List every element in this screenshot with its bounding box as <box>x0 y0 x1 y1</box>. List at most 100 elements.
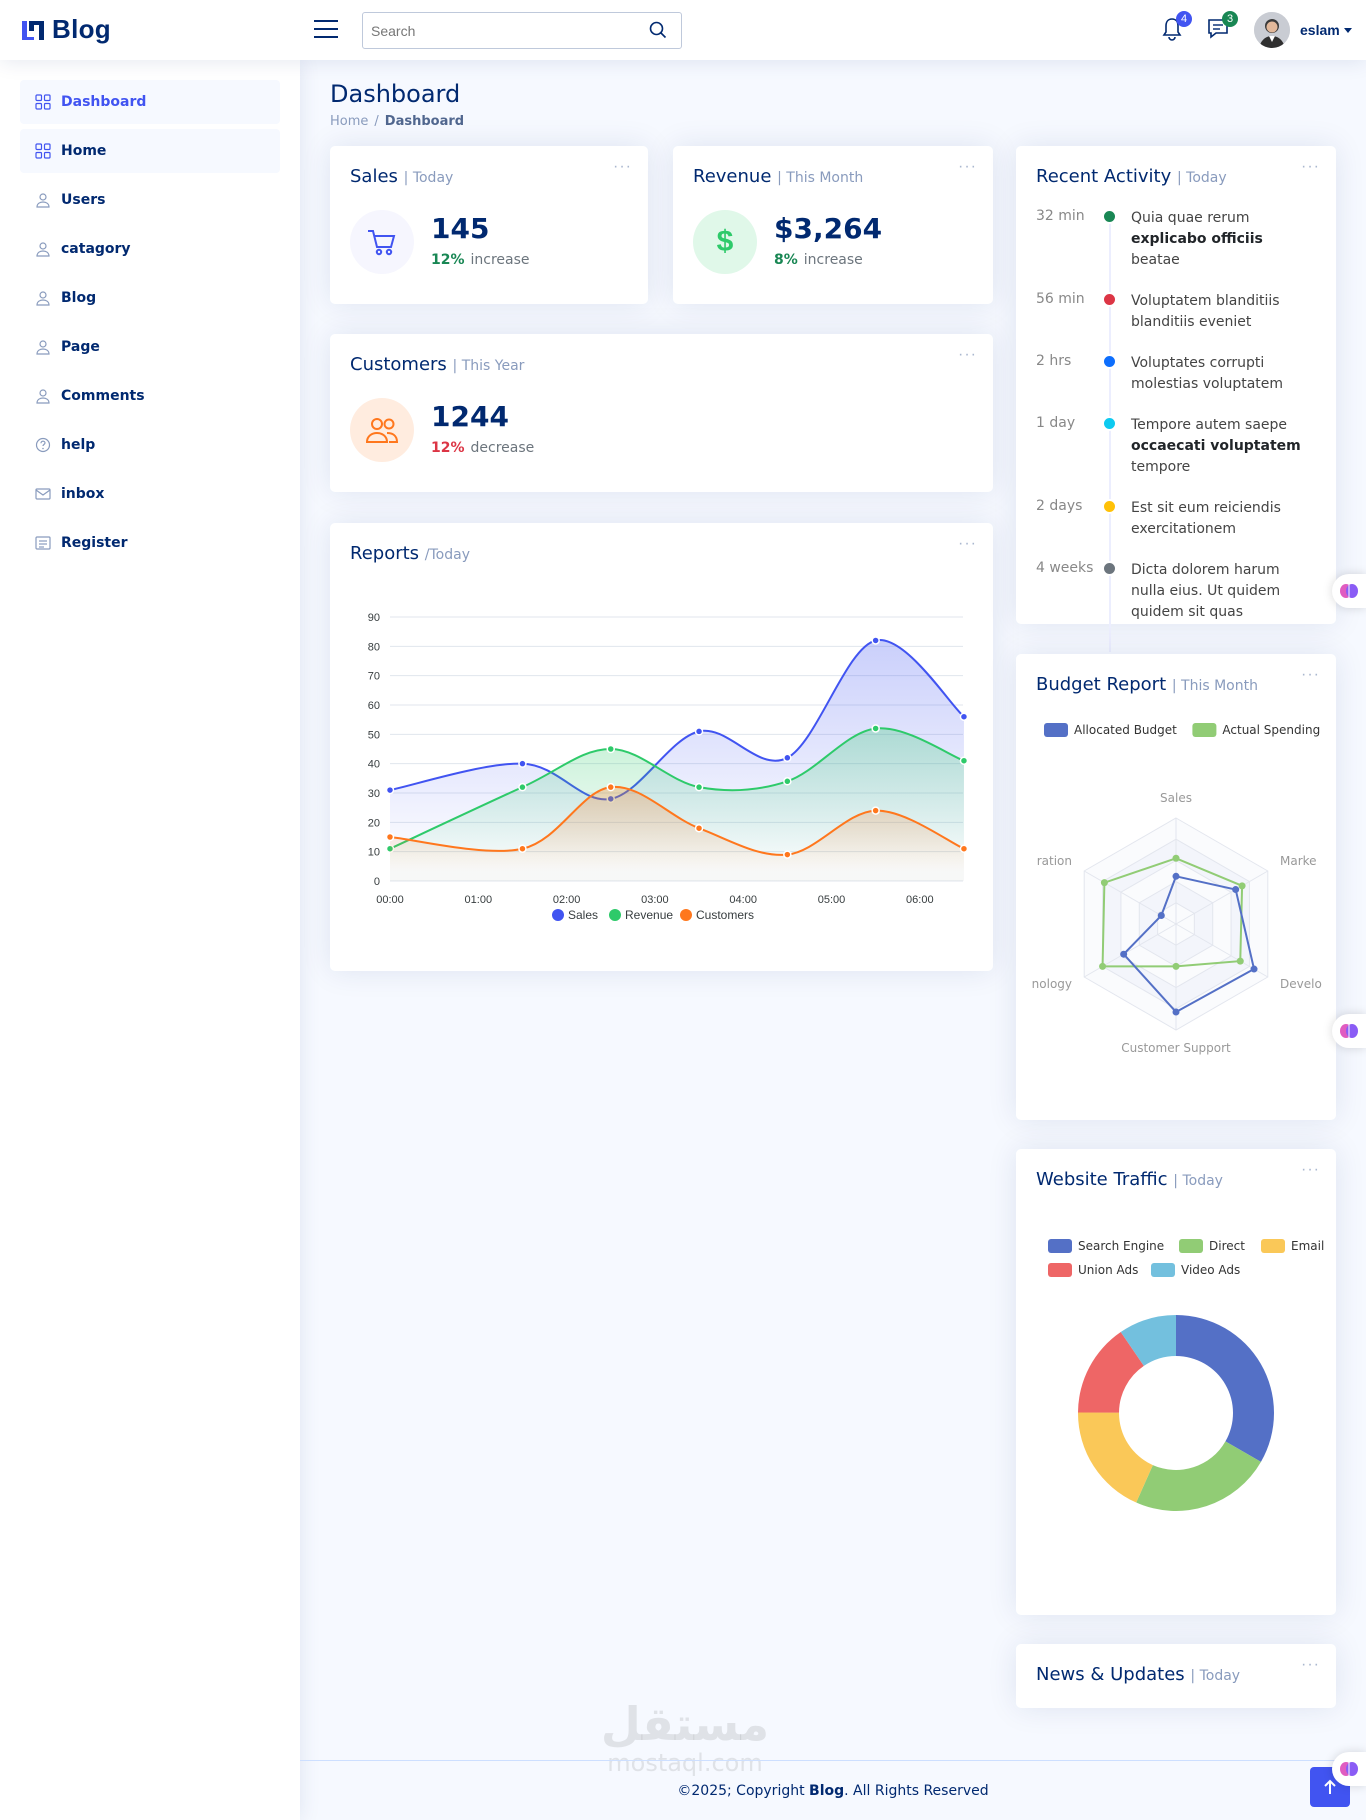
person-icon <box>36 291 50 306</box>
sidebar-item-users[interactable]: Users <box>20 178 280 222</box>
series-area <box>390 786 964 881</box>
radar-axis <box>1083 923 1177 978</box>
radar-indicator-label: Customer Support <box>1121 1041 1231 1055</box>
donut-slice <box>1176 1315 1274 1462</box>
legend-marker <box>609 909 621 921</box>
logo[interactable]: Blog <box>20 14 111 45</box>
donut-slice <box>1078 1332 1144 1413</box>
sidebar-item-catagory[interactable]: catagory <box>20 227 280 271</box>
radar-point <box>1172 854 1180 862</box>
activity-dot-icon <box>1102 499 1117 514</box>
messages-chat-icon[interactable]: 3 <box>1206 11 1238 44</box>
news-updates-card: News & Updates | Today ··· <box>1016 1644 1336 1708</box>
radar-axis <box>1175 870 1269 925</box>
card-title: Customers | This Year <box>350 354 525 375</box>
data-point <box>959 844 969 853</box>
activity-text: Est sit eum reiciendis exercitationem <box>1131 500 1281 537</box>
more-options-icon[interactable]: ··· <box>1301 158 1320 175</box>
more-options-icon[interactable]: ··· <box>1301 1656 1320 1673</box>
breadcrumb-current: Dashboard <box>384 114 465 129</box>
radar-point <box>1236 957 1244 965</box>
dollar-icon: $ <box>693 210 757 274</box>
data-point <box>694 727 704 736</box>
more-options-icon[interactable]: ··· <box>958 346 977 363</box>
more-options-icon[interactable]: ··· <box>958 158 977 175</box>
sidebar-item-label: catagory <box>61 241 131 257</box>
y-tick-label: 70 <box>368 671 380 683</box>
donut-slice <box>1136 1441 1261 1511</box>
more-options-icon[interactable]: ··· <box>958 535 977 552</box>
notifications-bell-icon[interactable]: 4 <box>1160 11 1192 44</box>
watermark: مستقل mostaql.com <box>600 1697 770 1777</box>
sales-card: Sales | Today ··· 145 12% increase <box>330 146 648 304</box>
sidebar-item-home[interactable]: Home <box>20 129 280 173</box>
website-traffic-card: Website Traffic | Today ··· Search Engin… <box>1016 1149 1336 1615</box>
y-tick-label: 80 <box>368 641 380 653</box>
search-input[interactable] <box>363 13 643 48</box>
sidebar-item-dashboard[interactable]: Dashboard <box>20 80 280 124</box>
messages-badge: 3 <box>1222 11 1238 27</box>
legend-label: Video Ads <box>1181 1263 1240 1277</box>
data-point <box>606 782 615 792</box>
radar-point <box>1172 962 1180 970</box>
sidebar-item-page[interactable]: Page <box>20 325 280 369</box>
data-point <box>871 806 880 815</box>
people-icon <box>350 398 414 462</box>
traffic-donut-chart: Search Engine Direct Email Union Ads Video A… <box>1048 1239 1324 1511</box>
sidebar-item-register[interactable]: Register <box>20 521 280 565</box>
data-point <box>385 785 395 795</box>
sidebar-item-blog[interactable]: Blog <box>20 276 280 320</box>
grid-icon <box>35 94 51 110</box>
more-options-icon[interactable]: ··· <box>1301 666 1320 683</box>
radar-point <box>1238 882 1246 890</box>
toggle-sidebar-icon[interactable] <box>314 20 338 40</box>
data-point <box>694 823 704 833</box>
radar-point <box>1250 965 1258 973</box>
page-title: Dashboard <box>330 80 461 108</box>
activity-text: Tempore autem saepe occaecati voluptatem… <box>1131 417 1301 475</box>
x-tick-label: 03:00 <box>641 894 669 906</box>
x-tick-label: 02:00 <box>553 894 581 906</box>
brain-icon[interactable] <box>1332 1014 1366 1048</box>
brain-icon[interactable] <box>1332 1752 1366 1786</box>
reports-chart: 0 10 20 30 40 50 60 70 80 90 00:00 01:00 02:00 03:00 0… <box>368 612 969 922</box>
footer: ©2025; Copyright Blog. All Rights Reserv… <box>300 1760 1366 1820</box>
legend-marker <box>680 909 692 921</box>
sales-value: 145 <box>431 212 490 245</box>
profile-name: eslam <box>1300 22 1340 38</box>
x-tick-label: 00:00 <box>376 894 404 906</box>
radar-indicator-label: Sales <box>1160 791 1192 805</box>
sidebar-item-inbox[interactable]: inbox <box>20 472 280 516</box>
legend-marker <box>1044 723 1068 737</box>
x-tick-label: 06:00 <box>906 894 934 906</box>
sidebar-item-comments[interactable]: Comments <box>20 374 280 418</box>
footer-brand: Blog <box>809 1783 845 1799</box>
activity-time: 2 days <box>1036 498 1083 514</box>
breadcrumb: Home / Dashboard <box>330 114 465 129</box>
sidebar-item-help[interactable]: help <box>20 423 280 467</box>
activity-text: Voluptatem blanditiis blanditiis eveniet <box>1131 293 1280 330</box>
card-title: Sales | Today <box>350 166 454 187</box>
activity-time: 32 min <box>1036 208 1085 224</box>
y-tick-label: 30 <box>368 788 380 800</box>
sidebar-item-label: Page <box>61 339 100 355</box>
cart-icon <box>350 210 414 274</box>
arrow-up-icon <box>1324 1779 1336 1794</box>
data-point <box>871 636 880 645</box>
search-icon[interactable] <box>649 21 669 41</box>
breadcrumb-home-link[interactable]: Home <box>330 114 369 129</box>
more-options-icon[interactable]: ··· <box>613 158 632 175</box>
activity-dot-icon <box>1102 209 1117 224</box>
person-icon <box>36 340 50 355</box>
y-tick-label: 90 <box>368 612 380 624</box>
legend-label: Actual Spending <box>1222 723 1320 737</box>
card-title: Website Traffic | Today <box>1036 1169 1223 1190</box>
activity-list: 32 min Quia quae rerum explicabo officiis… <box>1036 208 1316 643</box>
more-options-icon[interactable]: ··· <box>1301 1161 1320 1178</box>
activity-item: 32 min Quia quae rerum explicabo officiis… <box>1036 208 1316 271</box>
sidebar-item-label: Comments <box>61 388 145 404</box>
profile-dropdown[interactable]: eslam <box>1254 12 1352 48</box>
brain-icon[interactable] <box>1332 574 1366 608</box>
activity-item: 4 weeks Dicta dolorem harum nulla eius. U… <box>1036 560 1316 623</box>
legend-marker <box>1192 723 1217 737</box>
